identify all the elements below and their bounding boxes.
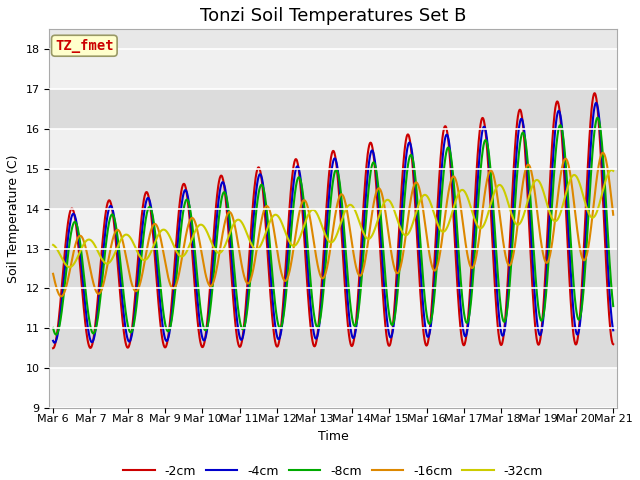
-4cm (51, 340, 58, 346)
-8cm (609, 303, 617, 309)
-32cm (116, 240, 124, 245)
-16cm (58, 293, 65, 299)
-16cm (49, 271, 57, 276)
-16cm (609, 212, 617, 217)
-4cm (309, 324, 317, 329)
-8cm (369, 162, 376, 168)
-8cm (287, 230, 295, 236)
-2cm (298, 206, 306, 212)
-2cm (368, 142, 376, 148)
Bar (49, 328, 617, 368)
Bar (49, 249, 617, 288)
-32cm (299, 227, 307, 233)
-2cm (308, 338, 316, 344)
-4cm (609, 327, 617, 333)
-8cm (116, 252, 124, 258)
-16cm (299, 199, 307, 204)
-4cm (299, 196, 307, 202)
-16cm (287, 261, 295, 266)
Line: -2cm: -2cm (53, 93, 613, 348)
-8cm (594, 115, 602, 120)
Line: -4cm: -4cm (53, 103, 613, 343)
Bar (49, 89, 617, 129)
-4cm (49, 338, 57, 344)
-4cm (93, 318, 100, 324)
-4cm (116, 266, 124, 272)
-2cm (609, 341, 617, 347)
-2cm (115, 280, 123, 286)
-32cm (608, 167, 616, 173)
Text: TZ_fmet: TZ_fmet (55, 39, 114, 53)
Bar (49, 288, 617, 328)
-32cm (609, 168, 617, 174)
Line: -16cm: -16cm (53, 153, 613, 296)
-8cm (52, 332, 60, 337)
-8cm (299, 189, 307, 195)
Bar (49, 129, 617, 169)
-2cm (93, 311, 100, 317)
-16cm (599, 150, 607, 156)
-32cm (287, 241, 295, 247)
-32cm (49, 242, 57, 248)
-4cm (287, 207, 295, 213)
-8cm (93, 321, 100, 327)
-32cm (93, 246, 100, 252)
-2cm (49, 345, 57, 351)
Bar (49, 209, 617, 249)
-16cm (116, 229, 124, 235)
Title: Tonzi Soil Temperatures Set B: Tonzi Soil Temperatures Set B (200, 7, 467, 25)
-4cm (592, 100, 600, 106)
-16cm (369, 210, 376, 216)
-8cm (309, 302, 317, 308)
Y-axis label: Soil Temperature (C): Soil Temperature (C) (7, 155, 20, 283)
-2cm (287, 189, 294, 195)
-16cm (309, 232, 317, 238)
-32cm (369, 232, 376, 238)
Bar (49, 169, 617, 209)
X-axis label: Time: Time (318, 430, 349, 443)
-4cm (369, 147, 376, 153)
-2cm (591, 90, 598, 96)
Bar (49, 49, 617, 89)
Bar (49, 368, 617, 408)
-32cm (66, 264, 74, 270)
Legend: -2cm, -4cm, -8cm, -16cm, -32cm: -2cm, -4cm, -8cm, -16cm, -32cm (118, 460, 548, 480)
-8cm (49, 325, 57, 331)
-32cm (309, 207, 317, 213)
-16cm (93, 289, 100, 295)
Line: -32cm: -32cm (53, 170, 613, 267)
Line: -8cm: -8cm (53, 118, 613, 335)
